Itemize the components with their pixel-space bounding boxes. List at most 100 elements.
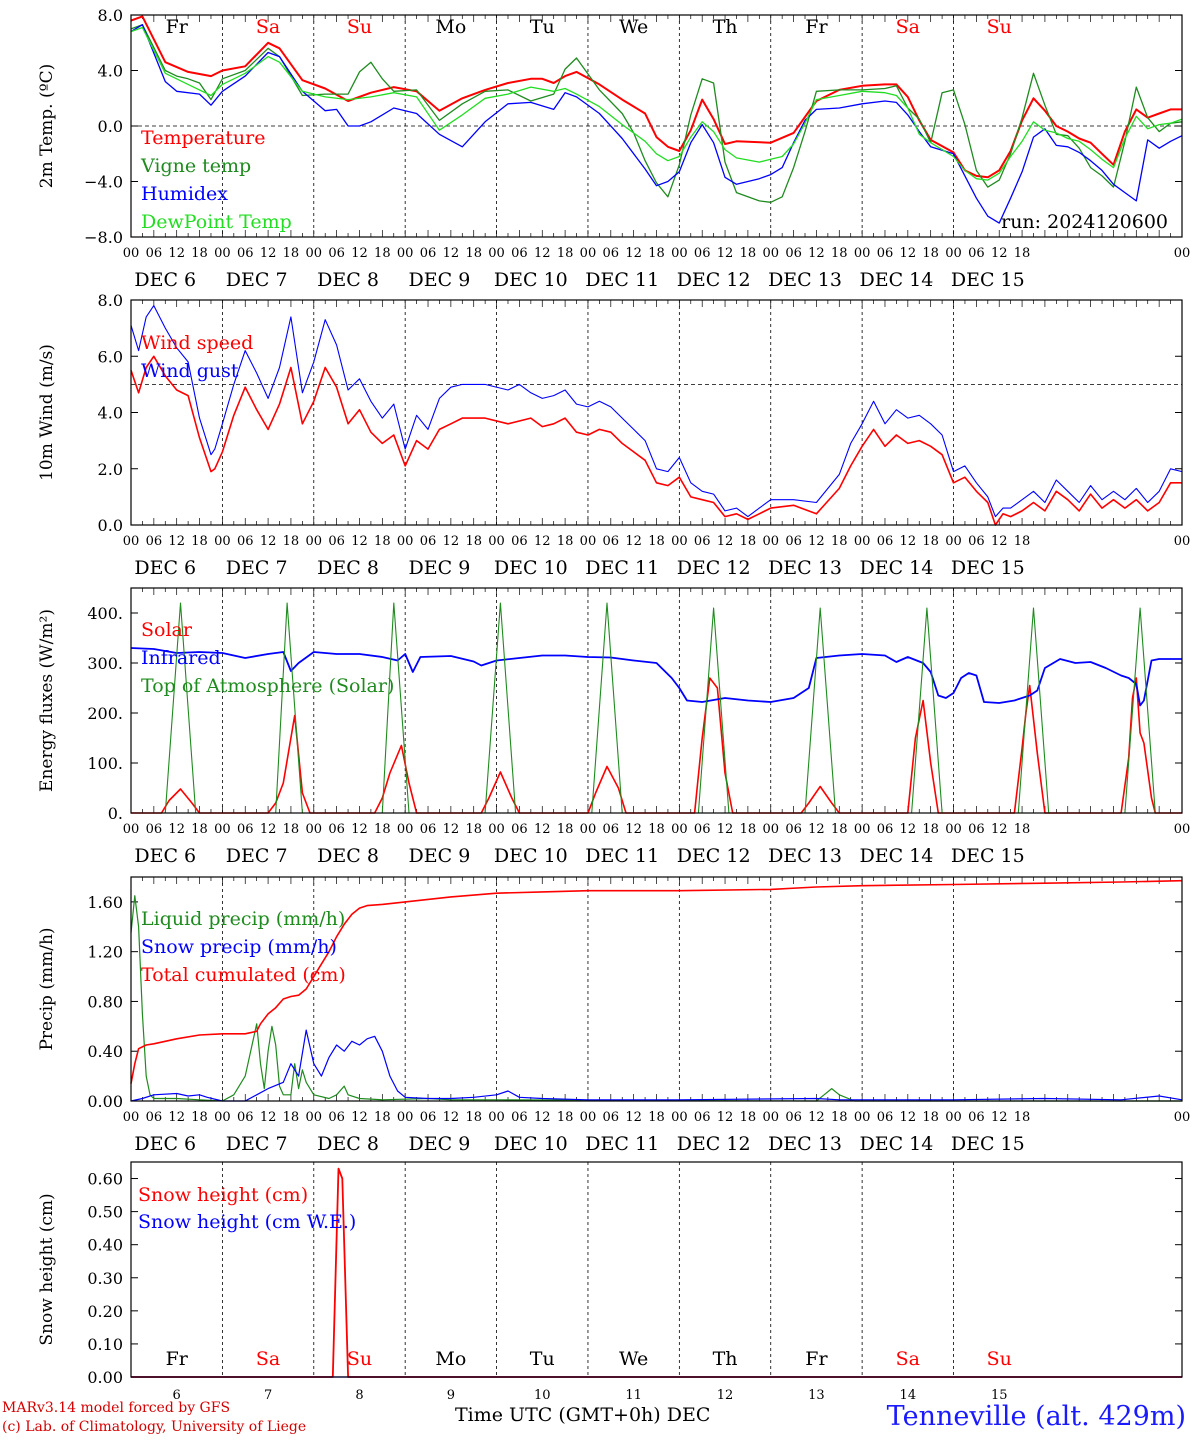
hour-tick-label: 06 — [694, 246, 711, 261]
y-tick-label: 0.60 — [87, 1170, 123, 1189]
date-label: DEC 9 — [409, 845, 471, 867]
hour-tick-label: 12 — [900, 534, 917, 549]
hour-tick-label: 06 — [237, 1110, 254, 1125]
y-tick-label: 0.50 — [87, 1203, 123, 1222]
hour-tick-label: 18 — [374, 1110, 391, 1125]
hour-tick-label: 00 — [1174, 822, 1191, 837]
hour-tick-label: 00 — [214, 822, 231, 837]
weekday-label: Su — [347, 1348, 372, 1370]
hour-tick-label: 18 — [374, 246, 391, 261]
hour-tick-label: 18 — [740, 1110, 757, 1125]
hour-tick-label: 12 — [443, 1110, 460, 1125]
legend-top-of-atmosphere-solar: Top of Atmosphere (Solar) — [141, 675, 394, 697]
legend-total-cumulated-cm: Total cumulated (cm) — [141, 964, 346, 986]
plot-frame — [130, 1161, 1183, 1378]
hour-tick-label: 00 — [214, 534, 231, 549]
weekday-label: We — [619, 1348, 648, 1370]
hour-tick-label: 06 — [511, 822, 528, 837]
plot-frame — [130, 299, 1183, 526]
y-tick-label: 100. — [87, 754, 123, 773]
date-label: DEC 11 — [585, 557, 659, 579]
day-number-label: 6 — [173, 1388, 181, 1403]
hour-tick-label: 18 — [557, 1110, 574, 1125]
hour-tick-label: 00 — [580, 1110, 597, 1125]
hour-tick-label: 18 — [740, 534, 757, 549]
hour-tick-label: 00 — [1174, 534, 1191, 549]
date-label: DEC 9 — [409, 1133, 471, 1155]
hour-tick-label: 06 — [237, 246, 254, 261]
date-label: DEC 11 — [585, 269, 659, 291]
hour-tick-label: 12 — [991, 246, 1008, 261]
weekday-label: Fr — [166, 16, 189, 38]
hour-tick-label: 00 — [854, 534, 871, 549]
panel-precip: 0.00 0.40 0.80 1.20 1.60 Precip (mm/h) Liquid … — [37, 876, 1191, 1155]
hour-tick-label: 18 — [922, 1110, 939, 1125]
legend-snow-precip-mm-h: Snow precip (mm/h) — [141, 936, 337, 958]
series-humidex — [130, 24, 1183, 224]
series-wind-gust — [130, 305, 1183, 518]
hour-tick-label: 00 — [397, 822, 414, 837]
hour-tick-label: 00 — [854, 246, 871, 261]
hour-tick-label: 00 — [123, 246, 140, 261]
y-tick-label: 200. — [87, 704, 123, 723]
date-label: DEC 14 — [859, 557, 933, 579]
hour-tick-label: 12 — [260, 246, 277, 261]
time-axis-label: Time UTC (GMT+0h) DEC — [455, 1404, 711, 1426]
hour-tick-label: 18 — [191, 534, 208, 549]
date-label: DEC 7 — [226, 269, 288, 291]
series-wind-speed — [130, 355, 1182, 526]
hour-tick-label: 12 — [808, 822, 825, 837]
hour-tick-label: 06 — [694, 1110, 711, 1125]
day-number-label: 13 — [808, 1388, 825, 1403]
hour-tick-label: 12 — [717, 1110, 734, 1125]
hour-tick-label: 00 — [945, 534, 962, 549]
hour-tick-label: 06 — [511, 246, 528, 261]
hour-tick-label: 18 — [922, 534, 939, 549]
hour-tick-label: 00 — [306, 246, 323, 261]
hour-tick-label: 18 — [1014, 534, 1031, 549]
hour-tick-label: 12 — [351, 246, 368, 261]
weekday-label: Sa — [256, 1348, 280, 1370]
date-label: DEC 9 — [409, 557, 471, 579]
plot-frame — [130, 587, 1183, 814]
hour-tick-label: 06 — [420, 822, 437, 837]
hour-tick-label: 18 — [648, 534, 665, 549]
y-axis-label: Precip (mm/h) — [37, 927, 57, 1050]
plot-frame — [130, 876, 1183, 1102]
hour-tick-label: 18 — [374, 534, 391, 549]
date-label: DEC 14 — [859, 269, 933, 291]
hour-tick-label: 12 — [534, 1110, 551, 1125]
date-label: DEC 11 — [585, 845, 659, 867]
y-tick-label: 1.60 — [87, 893, 123, 912]
hour-tick-label: 00 — [945, 1110, 962, 1125]
y-tick-label: 0.40 — [87, 1236, 123, 1255]
hour-tick-label: 00 — [397, 246, 414, 261]
legend-humidex: Humidex — [141, 183, 228, 205]
hour-tick-label: 06 — [146, 1110, 163, 1125]
weekday-label: We — [619, 16, 648, 38]
hour-tick-label: 12 — [534, 822, 551, 837]
weekday-label: Sa — [896, 16, 920, 38]
date-label: DEC 7 — [226, 1133, 288, 1155]
series-snow-precip-mm-h — [130, 1029, 1183, 1102]
date-label: DEC 8 — [317, 557, 379, 579]
hour-tick-label: 00 — [671, 534, 688, 549]
date-label: DEC 14 — [859, 1133, 933, 1155]
y-axis-label: Snow height (cm) — [37, 1193, 57, 1345]
hour-tick-label: 18 — [465, 1110, 482, 1125]
hour-tick-label: 00 — [671, 1110, 688, 1125]
series-liquid-precip-mm-h — [130, 895, 1182, 1102]
hour-tick-label: 12 — [351, 1110, 368, 1125]
hour-tick-label: 12 — [991, 534, 1008, 549]
hour-tick-label: 00 — [1174, 1110, 1191, 1125]
date-label: DEC 12 — [677, 557, 751, 579]
hour-tick-label: 06 — [877, 246, 894, 261]
weekday-label: Su — [987, 1348, 1012, 1370]
hour-tick-label: 12 — [625, 246, 642, 261]
date-label: DEC 8 — [317, 269, 379, 291]
hour-tick-label: 18 — [831, 1110, 848, 1125]
hour-tick-label: 06 — [694, 534, 711, 549]
hour-tick-label: 12 — [351, 534, 368, 549]
day-number-label: 8 — [355, 1388, 363, 1403]
